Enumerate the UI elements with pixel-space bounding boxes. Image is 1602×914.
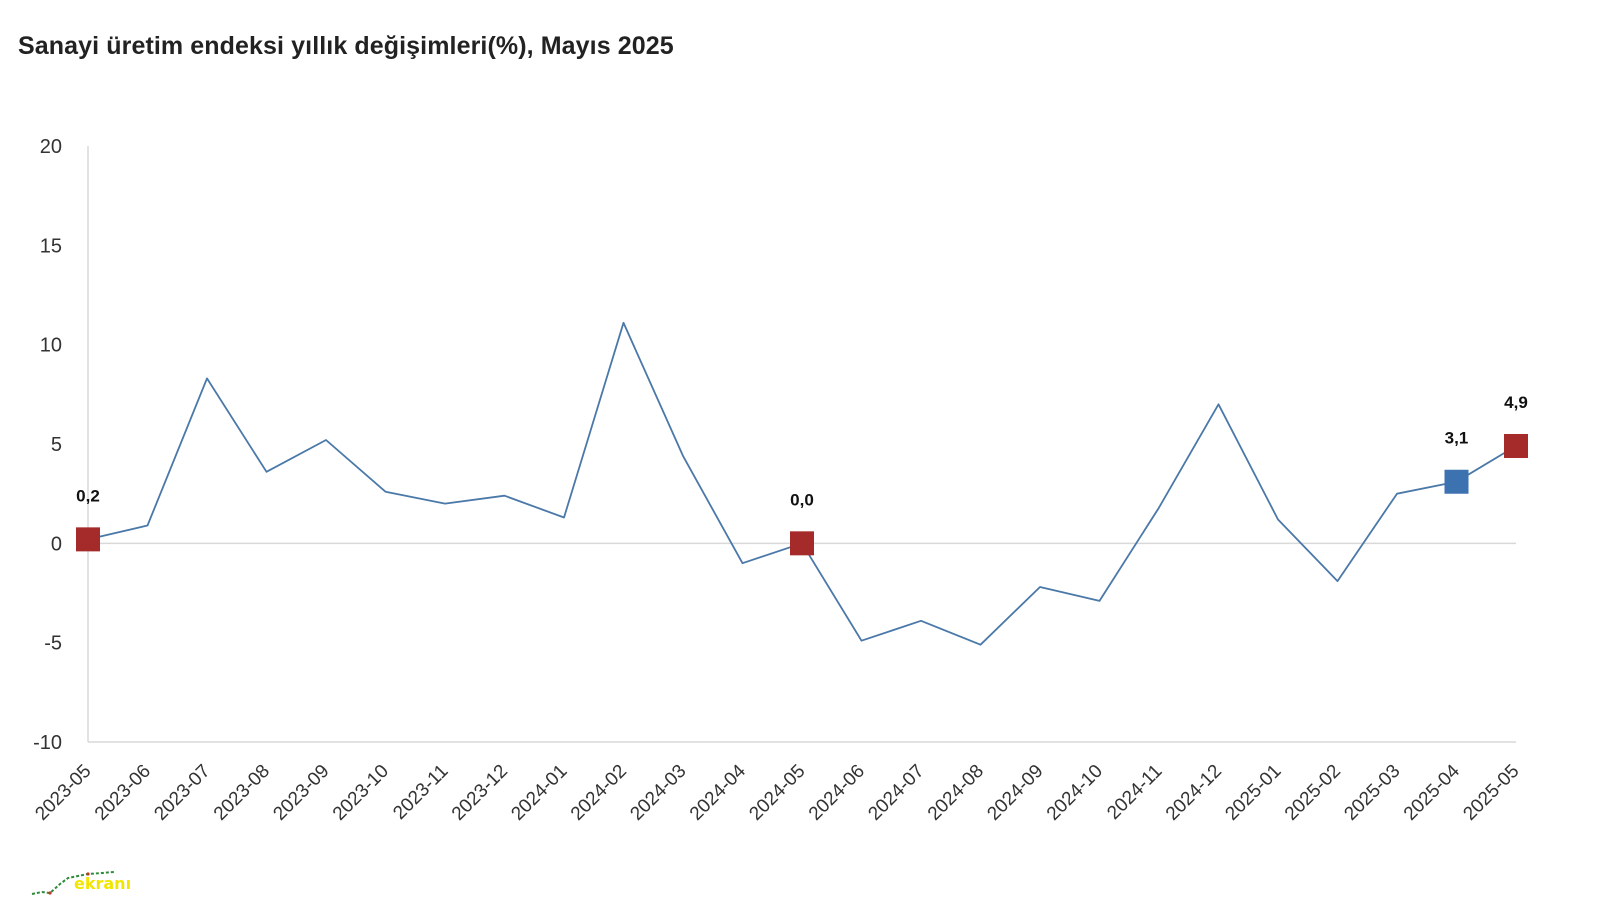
- x-tick-label: 2023-09: [269, 761, 333, 825]
- highlight-marker: [790, 531, 814, 556]
- y-tick-label: 20: [40, 136, 62, 158]
- x-tick-label: 2025-01: [1221, 761, 1285, 825]
- y-tick-label: -5: [44, 633, 62, 655]
- x-tick-label: 2024-04: [686, 760, 750, 824]
- x-tick-label: 2023-06: [91, 761, 155, 825]
- x-tick-label: 2025-05: [1459, 761, 1523, 825]
- x-tick-label: 2023-08: [210, 761, 274, 825]
- x-tick-label: 2025-03: [1340, 761, 1404, 825]
- y-tick-label: 10: [40, 335, 62, 357]
- x-tick-label: 2025-04: [1400, 760, 1464, 824]
- y-tick-label: -10: [33, 732, 62, 754]
- x-tick-label: 2024-08: [924, 761, 988, 825]
- highlight-marker: [76, 527, 100, 552]
- x-tick-label: 2023-10: [329, 761, 393, 825]
- series-layer: [87, 321, 1517, 646]
- x-tick-label: 2024-11: [1103, 761, 1166, 824]
- x-tick-label: 2024-09: [983, 761, 1047, 825]
- x-tick-label: 2024-12: [1162, 761, 1226, 825]
- x-tick-label: 2025-02: [1281, 761, 1345, 825]
- x-tick-label: 2023-07: [150, 761, 214, 825]
- data-label-layer: 0,2 0,0 3,1 4,9: [76, 393, 1528, 509]
- y-axis-ticks: 20 15 10 5 0 -5 -10: [33, 136, 62, 754]
- y-tick-label: 0: [51, 533, 62, 555]
- data-label: 0,0: [790, 490, 814, 509]
- x-axis-ticks: 2023-052023-062023-072023-082023-092023-…: [31, 760, 1523, 824]
- x-tick-label: 2024-10: [1043, 761, 1107, 825]
- logo-text: ekranı: [74, 874, 132, 893]
- x-tick-label: 2024-07: [864, 761, 928, 825]
- x-tick-label: 2023-05: [31, 761, 95, 825]
- x-tick-label: 2024-02: [567, 761, 631, 825]
- x-tick-label: 2024-06: [805, 761, 869, 825]
- series-line: [87, 321, 1517, 646]
- x-tick-label: 2023-12: [448, 761, 512, 825]
- watermark-logo: ekranı: [30, 868, 140, 904]
- marker-layer: [76, 433, 1528, 556]
- data-label: 0,2: [76, 486, 100, 505]
- x-tick-label: 2024-01: [507, 761, 571, 825]
- x-tick-label: 2023-11: [389, 761, 452, 824]
- y-tick-label: 5: [51, 434, 62, 456]
- data-label: 3,1: [1445, 429, 1469, 448]
- data-label: 4,9: [1504, 393, 1528, 412]
- x-tick-label: 2024-03: [626, 761, 690, 825]
- highlight-marker: [1504, 433, 1528, 458]
- y-tick-label: 15: [40, 235, 62, 257]
- chart-title: Sanayi üretim endeksi yıllık değişimleri…: [18, 32, 674, 60]
- highlight-marker: [1444, 469, 1469, 494]
- logo-chart-icon: [31, 871, 115, 895]
- x-tick-label: 2024-05: [745, 761, 809, 825]
- axes: [87, 146, 1516, 743]
